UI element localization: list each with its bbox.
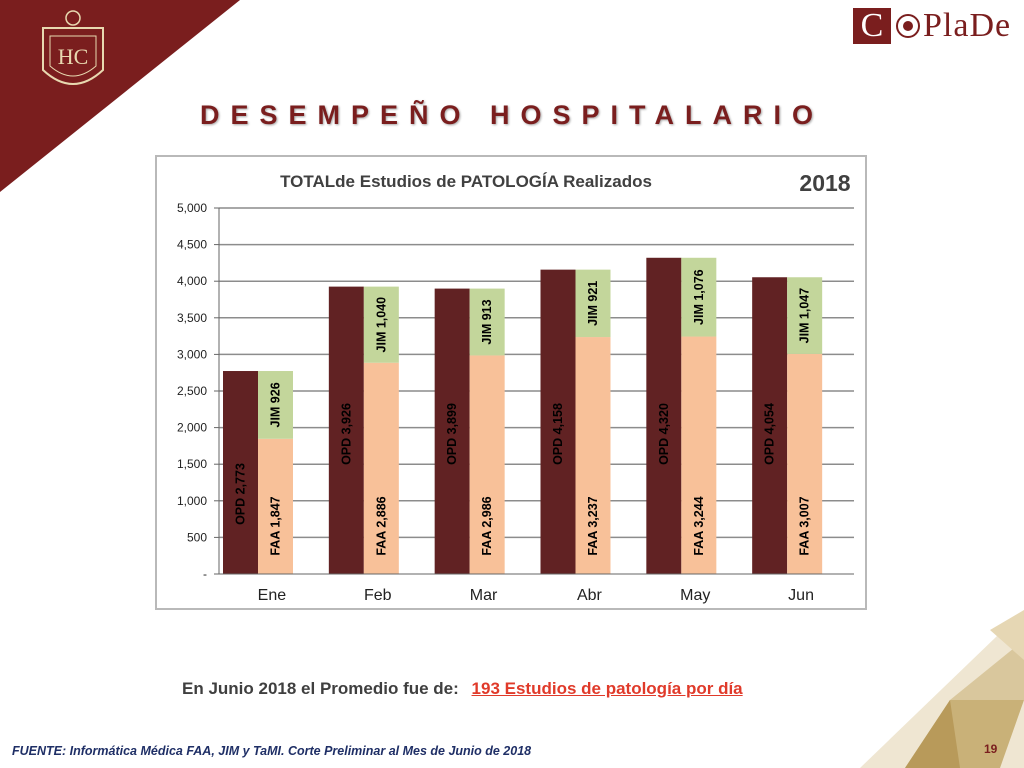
bar-data-label: FAA 3,237: [586, 496, 600, 555]
bar-faa: [363, 362, 399, 574]
y-tick-label: 2,500: [177, 384, 207, 398]
hospital-crest-logo: HC: [42, 10, 104, 85]
seal-icon: [896, 14, 920, 38]
bar-jim: [575, 269, 611, 338]
y-tick-label: 500: [187, 530, 207, 544]
bar-data-label: OPD 3,926: [339, 403, 353, 465]
corner-decoration: [0, 0, 240, 192]
y-tick-label: 3,000: [177, 347, 207, 361]
bar-data-label: JIM 1,047: [798, 288, 812, 344]
y-tick-label: 3,500: [177, 311, 207, 325]
bar-data-label: FAA 2,986: [480, 496, 494, 555]
x-tick-label: Abr: [577, 587, 603, 604]
bar-data-label: OPD 4,054: [763, 403, 777, 465]
chart-year-label: 2018: [799, 170, 850, 196]
bar-opd: [434, 288, 470, 574]
bar-data-label: FAA 2,886: [374, 496, 388, 555]
bar-opd: [328, 286, 364, 574]
bar-opd: [646, 257, 682, 574]
coplade-logo: C PlaDe: [853, 7, 1012, 44]
bar-faa: [787, 353, 823, 574]
bar-opd: [540, 269, 576, 574]
logo-text: PlaDe: [923, 7, 1012, 44]
bar-faa: [575, 337, 611, 574]
crest-initials: HC: [58, 44, 89, 69]
bar-opd: [752, 277, 788, 574]
bar-data-label: JIM 1,040: [374, 297, 388, 353]
y-tick-label: 5,000: [177, 201, 207, 215]
bar-data-label: FAA 1,847: [269, 496, 283, 555]
bar-jim: [258, 371, 293, 439]
page-number: 19: [984, 742, 998, 756]
bar-jim: [681, 257, 717, 337]
summary-highlight: 193 Estudios de patología por día: [471, 679, 743, 698]
slide-title: DESEMPEÑO HOSPITALARIO: [199, 100, 825, 130]
bar-data-label: OPD 3,899: [445, 403, 459, 465]
chart-title: TOTALde Estudios de PATOLOGÍA Realizados: [280, 172, 652, 191]
bar-data-label: JIM 913: [480, 299, 494, 344]
y-tick-label: 2,000: [177, 421, 207, 435]
bar-data-label: FAA 3,244: [692, 496, 706, 555]
bar-data-label: JIM 926: [269, 382, 283, 427]
bar-faa: [681, 336, 717, 574]
y-tick-label: -: [203, 567, 207, 581]
bar-opd: [223, 371, 258, 574]
bar-faa: [258, 438, 293, 574]
summary-text: En Junio 2018 el Promedio fue de: 193 Es…: [182, 679, 743, 699]
bar-data-label: JIM 1,076: [692, 269, 706, 325]
bar-jim: [787, 277, 823, 354]
bar-data-label: OPD 4,320: [657, 403, 671, 465]
bar-data-label: FAA 3,007: [798, 496, 812, 555]
x-tick-label: Ene: [258, 587, 287, 604]
bar-faa: [469, 355, 505, 574]
y-tick-label: 1,500: [177, 457, 207, 471]
bar-data-label: OPD 2,773: [234, 463, 248, 525]
bar-chart: TOTALde Estudios de PATOLOGÍA Realizados…: [177, 170, 854, 604]
bar-jim: [363, 286, 399, 363]
x-tick-label: May: [680, 587, 710, 604]
x-tick-label: Mar: [470, 587, 498, 604]
bar-jim: [469, 288, 505, 356]
source-note: FUENTE: Informática Médica FAA, JIM y Ta…: [12, 744, 532, 758]
x-tick-label: Feb: [364, 587, 392, 604]
y-tick-label: 1,000: [177, 494, 207, 508]
y-tick-label: 4,000: [177, 274, 207, 288]
logo-letter: C: [853, 8, 891, 44]
bar-data-label: JIM 921: [586, 281, 600, 326]
bar-data-label: OPD 4,158: [551, 403, 565, 465]
y-tick-label: 4,500: [177, 238, 207, 252]
summary-prefix: En Junio 2018 el Promedio fue de:: [182, 679, 459, 698]
chart-container: TOTALde Estudios de PATOLOGÍA Realizados…: [155, 155, 867, 610]
x-tick-label: Jun: [788, 587, 814, 604]
